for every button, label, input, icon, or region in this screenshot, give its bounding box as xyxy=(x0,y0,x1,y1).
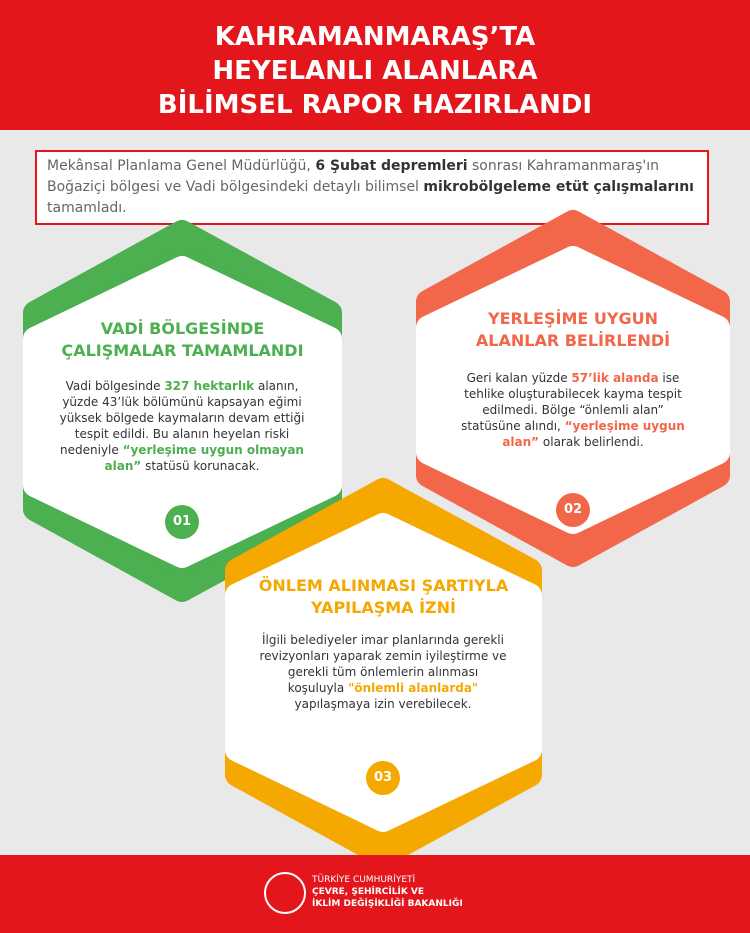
text: İlgili belediyeler imar planlarında gere… xyxy=(259,633,507,695)
text: olarak belirlendi. xyxy=(539,435,644,449)
footer-text: TÜRKİYE CUMHURİYETİ ÇEVRE, ŞEHİRCİLİK VE… xyxy=(312,874,463,910)
emphasis: mikrobölgeleme etüt çalışmalarını xyxy=(423,179,694,195)
card-title-line: VADİ BÖLGESİNDE xyxy=(100,319,265,338)
text: alanın, yüzde 43’lük bölümünü kapsayan e… xyxy=(59,379,305,457)
emphasis: "önlemli alanlarda" xyxy=(348,681,479,695)
text: yapılaşmaya izin verebilecek. xyxy=(294,697,472,711)
card-body: İlgili belediyeler imar planlarında gere… xyxy=(258,632,508,712)
card-title: ÖNLEM ALINMASI ŞARTIYLA YAPILAŞMA İZNİ xyxy=(237,575,530,619)
text: Geri kalan yüzde xyxy=(466,371,572,385)
footer xyxy=(0,855,750,933)
card-title: YERLEŞİME UYGUN ALANLAR BELİRLENDİ xyxy=(428,308,718,352)
title: KAHRAMANMARAŞ’TA HEYELANLI ALANLARA BİLİ… xyxy=(0,20,750,122)
emphasis: “yerleşime uygun alan” xyxy=(502,419,685,449)
emphasis: 6 Şubat depremleri xyxy=(315,158,468,174)
card-title-line: ÖNLEM ALINMASI ŞARTIYLA xyxy=(258,576,509,595)
title-line: KAHRAMANMARAŞ’TA xyxy=(214,22,536,52)
card-body: Geri kalan yüzde 57’lik alanda ise tehli… xyxy=(456,370,691,450)
card-body: Vadi bölgesinde 327 hektarlık alanın, yü… xyxy=(57,378,307,474)
header xyxy=(0,0,750,130)
emphasis: 327 hektarlık xyxy=(164,379,255,393)
card-number: 02 xyxy=(556,493,590,527)
intro: Mekânsal Planlama Genel Müdürlüğü, 6 Şub… xyxy=(35,150,709,225)
hexagon xyxy=(23,256,342,568)
emphasis: 57’lik alanda xyxy=(571,371,659,385)
card-title-line: YAPILAŞMA İZNİ xyxy=(311,598,456,617)
text: sonrası Kahramanmaraş'ın Boğaziçi bölges… xyxy=(47,158,659,195)
card-title-line: ÇALIŞMALAR TAMAMLANDI xyxy=(61,341,304,360)
emphasis: “yerleşime uygun olmayan alan” xyxy=(104,443,304,473)
card-title: VADİ BÖLGESİNDE ÇALIŞMALAR TAMAMLANDI xyxy=(35,318,330,362)
card-number: 03 xyxy=(366,761,400,795)
hexagon xyxy=(225,513,542,832)
footer-line: İKLİM DEĞİŞİKLİĞİ BAKANLIĞI xyxy=(312,899,463,909)
footer-line: ÇEVRE, ŞEHİRCİLİK VE xyxy=(312,887,425,897)
footer-line: TÜRKİYE CUMHURİYETİ xyxy=(312,875,416,885)
text: Mekânsal Planlama Genel Müdürlüğü, xyxy=(47,158,316,174)
title-line: HEYELANLI ALANLARA xyxy=(212,56,538,86)
text: statüsü korunacak. xyxy=(141,459,260,473)
card-title-line: YERLEŞİME UYGUN xyxy=(488,309,658,328)
card-title-line: ALANLAR BELİRLENDİ xyxy=(475,331,671,350)
title-line: BİLİMSEL RAPOR HAZIRLANDI xyxy=(157,90,593,120)
card-number: 01 xyxy=(165,505,199,539)
text: ise tehlike oluşturabilecek kayma tespit… xyxy=(461,371,682,433)
text: tamamladı. xyxy=(47,200,127,216)
logo xyxy=(264,872,306,914)
text: Vadi bölgesinde xyxy=(65,379,165,393)
